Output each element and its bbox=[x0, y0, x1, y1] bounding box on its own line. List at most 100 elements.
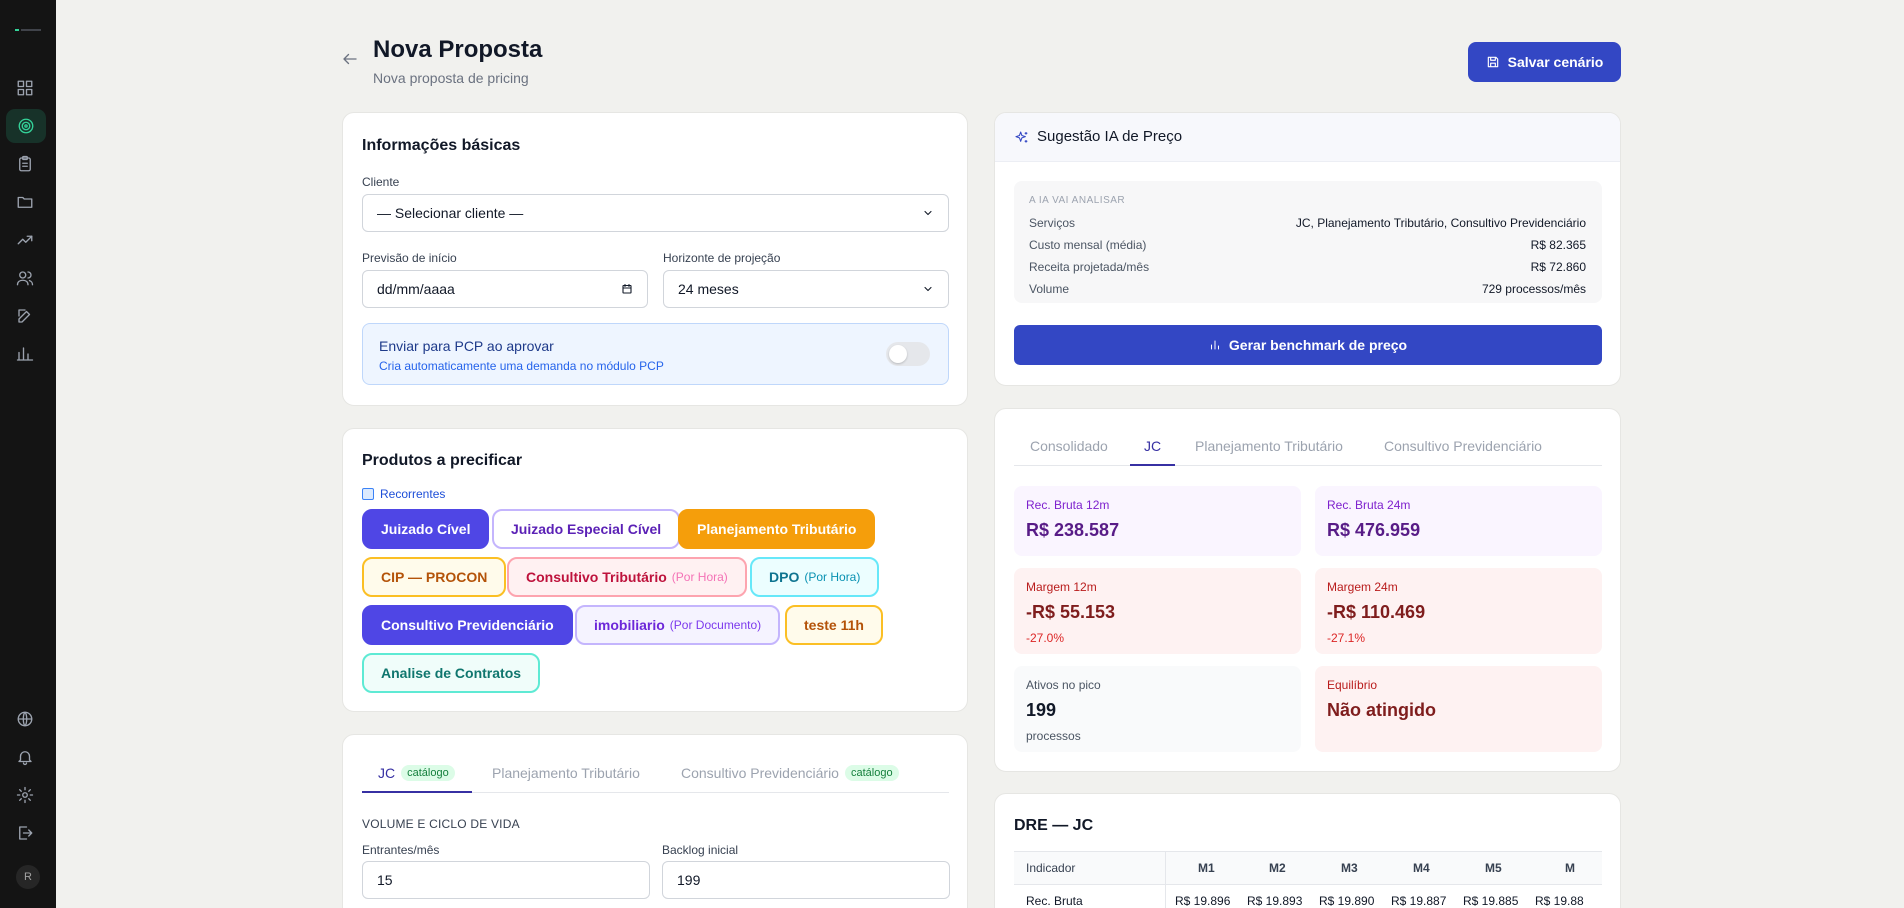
settings-icon[interactable] bbox=[16, 786, 34, 804]
tab-consultivo-previdenciario[interactable]: Consultivo Previdenciário bbox=[1384, 438, 1542, 454]
basic-info-card: Informações básicas Cliente — Selecionar… bbox=[342, 112, 968, 406]
logout-icon[interactable] bbox=[16, 824, 34, 842]
product-chip-planejamento-tributario[interactable]: Planejamento Tributário bbox=[678, 509, 876, 549]
backlog-input[interactable]: 199 bbox=[662, 861, 950, 899]
generate-benchmark-label: Gerar benchmark de preço bbox=[1228, 337, 1408, 353]
kpi-rec-bruta-24m: Rec. Bruta 24m R$ 476.959 bbox=[1315, 486, 1602, 556]
dre-title: DRE — JC bbox=[1014, 817, 1094, 834]
client-label: Cliente bbox=[362, 175, 400, 189]
avatar[interactable]: R bbox=[16, 865, 40, 889]
kpi-rec-bruta-12m: Rec. Bruta 12m R$ 238.587 bbox=[1014, 486, 1301, 556]
horizon-select-value: 24 meses bbox=[678, 281, 739, 297]
ia-row-value: R$ 82.365 bbox=[1530, 238, 1586, 252]
product-chip-dpo[interactable]: DPO (Por Hora) bbox=[750, 557, 880, 597]
chip-sub: (Por Hora) bbox=[804, 570, 861, 584]
tab-jc[interactable]: JC catálogo bbox=[378, 765, 455, 781]
edit-icon[interactable] bbox=[16, 307, 34, 325]
basic-info-title: Informações básicas bbox=[362, 137, 521, 154]
tab-label: Planejamento Tributário bbox=[492, 765, 640, 781]
dre-header-cell: M2 bbox=[1269, 861, 1286, 875]
dre-cell: R$ 19.885 bbox=[1463, 894, 1519, 908]
tabs-divider bbox=[362, 792, 949, 793]
product-chip-juizado-especial-civel[interactable]: Juizado Especial Cível bbox=[492, 509, 681, 549]
chevron-down-icon bbox=[924, 210, 932, 216]
chip-sub: (Por Hora) bbox=[671, 570, 728, 584]
tab-planejamento-tributario[interactable]: Planejamento Tributário bbox=[1195, 438, 1343, 454]
calendar-icon[interactable] bbox=[621, 283, 633, 295]
entrantes-input[interactable]: 15 bbox=[362, 861, 650, 899]
product-chip-analise-de-contratos[interactable]: Analise de Contratos bbox=[362, 653, 541, 693]
ia-header: Sugestão IA de Preço bbox=[995, 113, 1620, 162]
tab-consolidado[interactable]: Consolidado bbox=[1030, 438, 1108, 454]
dre-card: DRE — JC Indicador M1 M2 M3 M4 M5 M Rec.… bbox=[994, 793, 1621, 908]
dre-header-cell: M3 bbox=[1341, 861, 1358, 875]
kpi-label: Equilíbrio bbox=[1327, 678, 1378, 692]
dashboard-icon[interactable] bbox=[16, 79, 34, 97]
tab-label: Consolidado bbox=[1030, 438, 1108, 454]
dre-header-cell: Indicador bbox=[1026, 861, 1076, 875]
tab-jc[interactable]: JC bbox=[1144, 438, 1161, 454]
users-icon[interactable] bbox=[16, 269, 34, 287]
kpi-value: 199 bbox=[1026, 700, 1057, 720]
sparkles-icon bbox=[1014, 130, 1030, 146]
sidebar: R bbox=[0, 0, 56, 908]
horizon-select[interactable]: 24 meses bbox=[663, 270, 949, 308]
backlog-value: 199 bbox=[677, 872, 701, 888]
globe-icon[interactable] bbox=[16, 710, 34, 728]
kpi-equilibrio: Equilíbrio Não atingido bbox=[1315, 666, 1602, 752]
results-card: Consolidado JC Planejamento Tributário C… bbox=[994, 408, 1621, 772]
start-date-label: Previsão de início bbox=[362, 251, 457, 265]
pcp-subtitle: Cria automaticamente uma demanda no módu… bbox=[379, 359, 664, 373]
trending-up-icon[interactable] bbox=[16, 231, 34, 249]
back-arrow-icon[interactable] bbox=[341, 50, 359, 68]
target-icon[interactable] bbox=[17, 117, 35, 135]
catalog-badge: catálogo bbox=[401, 765, 455, 781]
start-date-input[interactable]: dd/mm/aaaa bbox=[362, 270, 648, 308]
bell-icon[interactable] bbox=[16, 748, 34, 766]
pcp-toggle[interactable] bbox=[886, 342, 930, 366]
product-chip-consultivo-previdenciario[interactable]: Consultivo Previdenciário bbox=[362, 605, 573, 645]
entrantes-value: 15 bbox=[377, 872, 393, 888]
client-select[interactable]: — Selecionar cliente — bbox=[362, 194, 949, 232]
chip-label: Planejamento Tributário bbox=[697, 521, 857, 537]
kpi-label: Rec. Bruta 24m bbox=[1327, 498, 1411, 512]
tab-consultivo-previdenciario[interactable]: Consultivo Previdenciário catálogo bbox=[681, 765, 899, 781]
chip-label: DPO bbox=[769, 569, 800, 585]
ia-row-key: Serviços bbox=[1029, 216, 1076, 230]
catalog-badge: catálogo bbox=[844, 765, 899, 781]
logo-icon bbox=[15, 29, 41, 31]
chip-label: Consultivo Previdenciário bbox=[381, 617, 554, 633]
product-chip-cip-procon[interactable]: CIP — PROCON bbox=[362, 557, 507, 597]
kpi-value: Não atingido bbox=[1327, 700, 1436, 720]
product-chip-imobiliario[interactable]: imobiliario (Por Documento) bbox=[575, 605, 781, 645]
products-card: Produtos a precificar Recorrentes Juizad… bbox=[342, 428, 968, 712]
dre-table-header bbox=[1014, 851, 1602, 885]
chip-label: imobiliario bbox=[594, 617, 665, 633]
entrantes-label: Entrantes/mês bbox=[362, 843, 440, 857]
clipboard-icon[interactable] bbox=[16, 155, 34, 173]
dre-header-cell: M1 bbox=[1198, 861, 1215, 875]
recorrentes-label: Recorrentes bbox=[380, 487, 446, 501]
folder-icon[interactable] bbox=[16, 193, 34, 211]
chip-label: Juizado Especial Cível bbox=[511, 521, 662, 537]
page-title: Nova Proposta bbox=[373, 36, 543, 63]
kpi-value: R$ 238.587 bbox=[1026, 520, 1120, 540]
generate-benchmark-button[interactable]: Gerar benchmark de preço bbox=[1014, 325, 1602, 365]
dre-cell: R$ 19.896 bbox=[1175, 894, 1231, 908]
tab-label: Consultivo Previdenciário bbox=[1384, 438, 1542, 454]
pcp-toggle-box: Enviar para PCP ao aprovar Cria automati… bbox=[362, 323, 949, 385]
ia-row-key: Receita projetada/mês bbox=[1029, 260, 1150, 274]
tab-planejamento-tributario[interactable]: Planejamento Tributário bbox=[492, 765, 640, 781]
tabs-divider bbox=[1014, 465, 1602, 466]
save-scenario-button[interactable]: Salvar cenário bbox=[1468, 42, 1621, 82]
chip-label: Juizado Cível bbox=[381, 521, 471, 537]
kpi-sub: -27.1% bbox=[1327, 631, 1366, 645]
bar-chart-icon[interactable] bbox=[16, 345, 34, 363]
product-chip-teste-11h[interactable]: teste 11h bbox=[785, 605, 883, 645]
product-chip-juizado-civel[interactable]: Juizado Cível bbox=[362, 509, 490, 549]
product-chip-consultivo-tributario[interactable]: Consultivo Tributário (Por Hora) bbox=[507, 557, 747, 597]
dre-cell: R$ 19.893 bbox=[1247, 894, 1303, 908]
kpi-label: Rec. Bruta 12m bbox=[1026, 498, 1110, 512]
chip-label: CIP — PROCON bbox=[381, 569, 488, 585]
kpi-margem-24m: Margem 24m -R$ 110.469 -27.1% bbox=[1315, 568, 1602, 654]
